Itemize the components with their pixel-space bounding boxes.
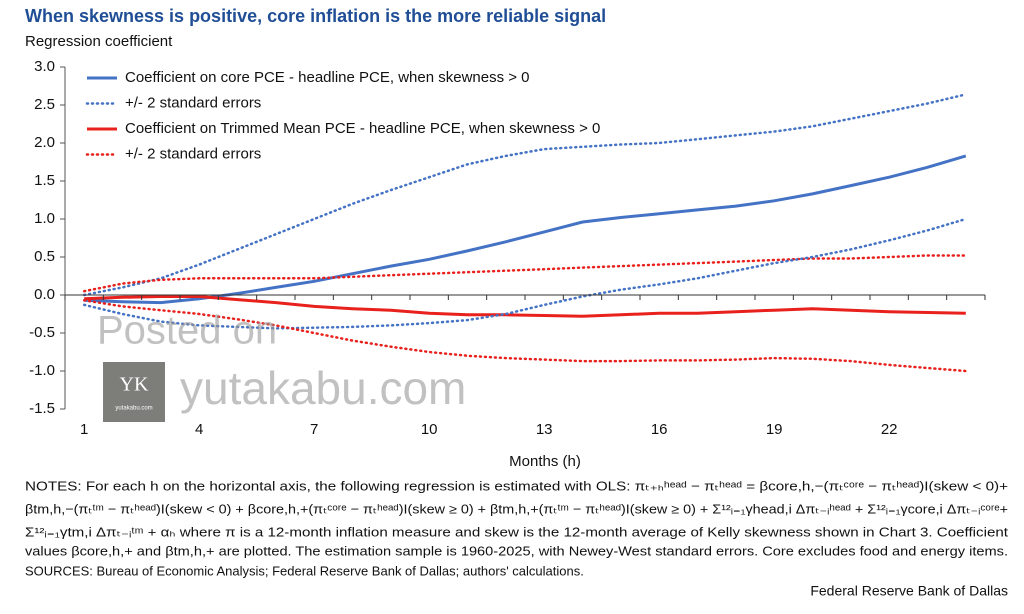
- x-tick-label: 13: [536, 421, 553, 438]
- y-tick-label: 0.5: [34, 248, 55, 265]
- x-tick-label: 4: [195, 421, 203, 438]
- series-line: [84, 154, 967, 305]
- series-line: [82, 254, 968, 293]
- watermark: Posted on: [97, 309, 277, 353]
- logo-mark: YK: [120, 374, 149, 396]
- x-tick-label: 22: [881, 421, 898, 438]
- series-line: [82, 217, 968, 330]
- y-tick-label: -0.5: [29, 324, 55, 341]
- y-tick-label: 1.5: [34, 172, 55, 189]
- note-line: Σ¹²ᵢ₌₁γtm,i Δπₜ₋ᵢᵗᵐ + αₕ where π is a 12…: [25, 524, 1008, 539]
- legend-label: +/- 2 standard errors: [125, 145, 261, 162]
- watermark: yutakabu.com: [180, 362, 466, 414]
- x-tick-label: 16: [651, 421, 668, 438]
- logo-text: yutakabu.com: [115, 406, 152, 412]
- y-axis-label: Regression coefficient: [25, 33, 173, 50]
- y-tick-label: 0.0: [34, 286, 55, 303]
- x-axis-label: Months (h): [509, 453, 581, 470]
- credit: Federal Reserve Bank of Dallas: [810, 583, 1008, 599]
- chart-title: When skewness is positive, core inflatio…: [25, 6, 606, 26]
- y-tick-label: 3.0: [34, 58, 55, 75]
- series-line: [84, 295, 966, 318]
- logo: [103, 362, 165, 422]
- y-tick-label: 2.0: [34, 134, 55, 151]
- legend-label: +/- 2 standard errors: [125, 94, 261, 111]
- note-line: SOURCES: Bureau of Economic Analysis; Fe…: [25, 563, 584, 578]
- x-tick-label: 10: [421, 421, 438, 438]
- x-tick-label: 7: [310, 421, 318, 438]
- plot-area: [82, 93, 968, 373]
- y-tick-label: -1.0: [29, 362, 55, 379]
- y-tick-label: 2.5: [34, 96, 55, 113]
- note-line: NOTES: For each h on the horizontal axis…: [25, 478, 1008, 493]
- y-tick-label: -1.5: [29, 400, 55, 417]
- note-line: βtm,h,−(πₜᵗᵐ − πₜʰᵉᵃᵈ)I(skew < 0) + βcor…: [25, 501, 1008, 516]
- y-tick-label: 1.0: [34, 210, 55, 227]
- series-line: [82, 299, 968, 373]
- legend-label: Coefficient on Trimmed Mean PCE - headli…: [125, 120, 600, 137]
- series-line: [82, 93, 968, 297]
- x-tick-label: 19: [766, 421, 783, 438]
- x-tick-label: 1: [80, 421, 88, 438]
- legend-label: Coefficient on core PCE - headline PCE, …: [125, 69, 530, 86]
- note-line: values βcore,h,+ and βtm,h,+ are plotted…: [25, 543, 1008, 558]
